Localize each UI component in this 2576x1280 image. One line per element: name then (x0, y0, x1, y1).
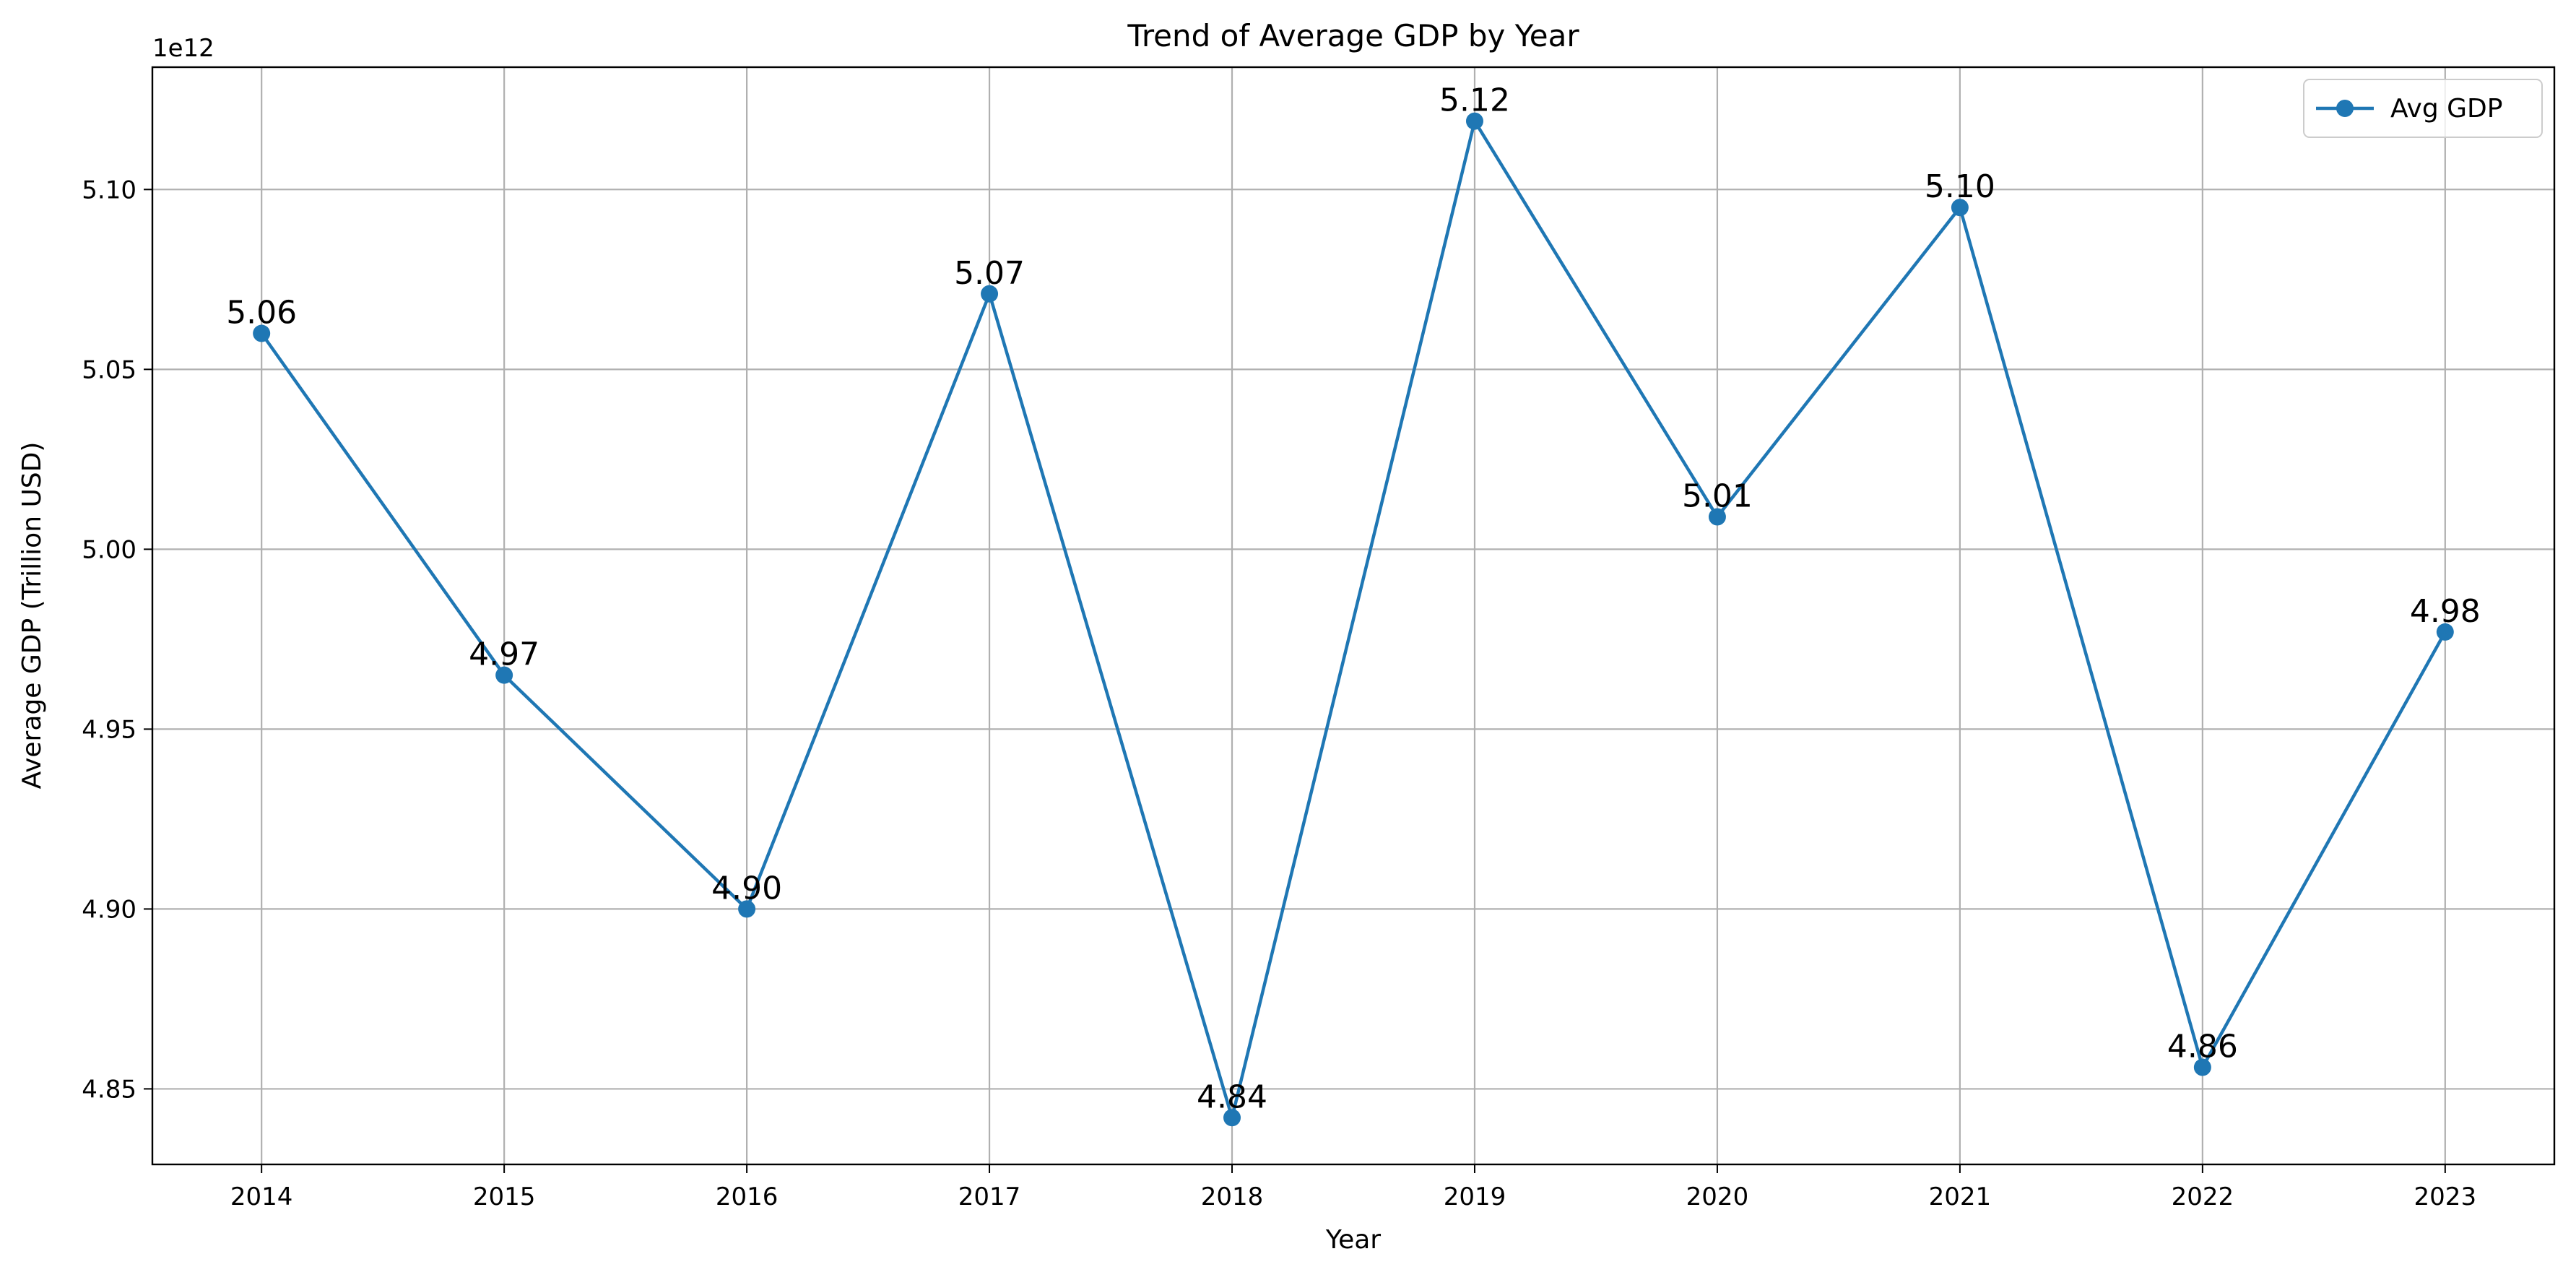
data-point (1465, 112, 1483, 130)
x-tick-label: 2016 (716, 1182, 779, 1211)
data-label: 5.07 (954, 255, 1025, 292)
x-axis-label: Year (1325, 1225, 1381, 1255)
y-axis-label: Average GDP (Trillion USD) (17, 442, 47, 790)
x-tick-label: 2023 (2414, 1182, 2477, 1211)
legend-marker (2336, 100, 2354, 117)
data-label: 5.01 (1682, 478, 1753, 515)
data-point (738, 900, 756, 918)
data-point (2193, 1058, 2211, 1076)
series-line (260, 119, 2447, 1120)
y-tick-label: 4.85 (82, 1075, 136, 1104)
legend-frame (2303, 79, 2543, 138)
data-label: 4.86 (2167, 1029, 2238, 1065)
y-tick-label: 4.90 (82, 895, 136, 924)
x-tick-label: 2018 (1201, 1182, 1264, 1211)
data-label: 5.06 (226, 295, 297, 332)
data-labels: 5.06 4.97 4.90 5.07 4.84 5.12 5.01 5.10 4.86 4.98 (226, 82, 2481, 1116)
chart-title: Trend of Average GDP by Year (1127, 18, 1579, 53)
grid (152, 67, 2554, 1164)
data-point (253, 324, 271, 342)
data-point (1223, 1109, 1241, 1127)
data-label: 5.12 (1439, 82, 1510, 119)
data-point (981, 285, 999, 303)
data-label: 4.90 (711, 870, 782, 907)
series-layer (253, 112, 2454, 1127)
data-point (1708, 508, 1726, 526)
x-tick-label: 2014 (230, 1182, 293, 1211)
legend-label: Avg GDP (2390, 94, 2502, 124)
x-tick-label: 2020 (1686, 1182, 1749, 1211)
data-point (495, 666, 513, 684)
y-axis-offset-text: 1e12 (152, 34, 214, 63)
legend: Avg GDP (2303, 79, 2543, 138)
x-axis-ticks: 2014 2015 2016 2017 2018 2019 2020 2021 2022 2023 (230, 1164, 2476, 1211)
x-tick-label: 2019 (1444, 1182, 1506, 1211)
x-tick-label: 2017 (958, 1182, 1021, 1211)
y-tick-label: 5.00 (82, 535, 136, 564)
data-label: 4.97 (469, 636, 539, 673)
data-point (1951, 199, 1969, 217)
data-point (2436, 623, 2454, 641)
data-label: 4.84 (1197, 1078, 1267, 1115)
y-tick-label: 5.05 (82, 355, 136, 384)
plot-frame (151, 66, 2556, 1166)
y-axis-ticks: 4.85 4.90 4.95 5.00 5.05 5.10 (82, 176, 152, 1104)
x-tick-label: 2015 (473, 1182, 536, 1211)
x-tick-label: 2022 (2172, 1182, 2234, 1211)
data-label: 5.10 (1925, 168, 1995, 205)
x-tick-label: 2021 (1929, 1182, 1992, 1211)
data-label: 4.98 (2410, 593, 2481, 630)
y-tick-label: 5.10 (82, 176, 136, 204)
y-tick-label: 4.95 (82, 715, 136, 744)
